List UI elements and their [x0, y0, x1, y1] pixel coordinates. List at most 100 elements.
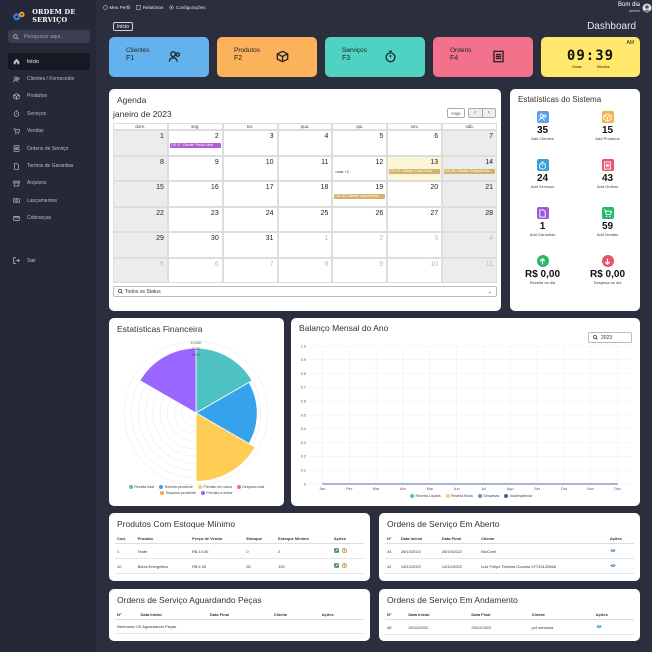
calendar-day[interactable]: 16 — [167, 181, 223, 207]
calendar-day[interactable]: 2 OS 47, Cliente: Paulo Victo — [167, 130, 223, 156]
avatar-icon[interactable] — [642, 3, 652, 13]
calendar-day[interactable]: 3 — [222, 130, 278, 156]
legend-item[interactable]: Previsto em caixa — [197, 485, 232, 489]
sidebar-item-5[interactable]: Ordens de Serviço — [8, 140, 90, 157]
calendar-day[interactable]: 10 — [387, 257, 443, 283]
calendar-day[interactable]: 26 — [332, 206, 388, 232]
legend-item[interactable]: Previsto a entrar — [200, 491, 233, 495]
calendar-day[interactable]: 9 — [332, 257, 388, 283]
today-button[interactable]: Hoje — [447, 108, 465, 118]
calendar-day[interactable]: 5 — [113, 257, 168, 283]
edit-icon[interactable] — [334, 563, 339, 569]
sidebar-search[interactable]: Pesquisar aqui... — [8, 30, 90, 43]
calendar-day[interactable]: 7 — [442, 130, 498, 156]
calendar-day[interactable]: 11 — [442, 257, 498, 283]
calendar-day[interactable]: 6 — [167, 257, 223, 283]
calendar-day[interactable]: 23 — [167, 206, 223, 232]
calendar-day[interactable]: 2 — [332, 232, 388, 258]
calendar-day[interactable]: 27 — [387, 206, 443, 232]
logout-button[interactable]: Sair — [13, 257, 36, 264]
calendar-day[interactable]: 5 — [332, 130, 388, 156]
calendar-day[interactable]: 4 — [442, 232, 498, 258]
calendar-day[interactable]: 8 — [113, 155, 168, 181]
app-logo[interactable]: ORDEM DE SERVIÇO — [12, 8, 96, 24]
eye-icon[interactable] — [610, 563, 616, 569]
calendar-event[interactable]: OS 32, Cliente: supermerca — [334, 194, 386, 199]
more-events-link[interactable]: mais +2 — [335, 169, 349, 174]
calendar-day[interactable]: 1 — [113, 130, 168, 156]
sidebar-item-6[interactable]: Termos de Garantias — [8, 157, 90, 174]
calendar-day[interactable]: 1 — [277, 232, 333, 258]
legend-item[interactable]: Despesa total — [236, 485, 264, 489]
stat-add-produtos[interactable]: 15 Add Produtos — [575, 111, 640, 141]
calendar-event[interactable]: OS 47, Cliente: Paulo Victo — [169, 143, 221, 148]
stat-add-vendas[interactable]: 59 Add Vendas — [575, 207, 640, 237]
stat-add-serviços[interactable]: 24 Add Serviços — [510, 159, 575, 189]
shortcut-card-serviços[interactable]: Serviços F3 — [325, 37, 425, 77]
calendar-day[interactable]: 19 OS 32, Cliente: supermerca — [332, 181, 388, 207]
calendar-day[interactable]: 21 — [442, 181, 498, 207]
calendar-day[interactable]: 15 — [113, 181, 168, 207]
calendar-day[interactable]: 9 — [167, 155, 223, 181]
stat-add-clientes[interactable]: 35 Add Clientes — [510, 111, 575, 141]
stat-add-ordens[interactable]: 43 Add Ordens — [575, 159, 640, 189]
eye-icon[interactable] — [596, 624, 602, 630]
calendar-day[interactable]: 14 OS 38, Cliente: Gregorio Ma — [442, 155, 498, 181]
calendar-day[interactable]: 20 — [387, 181, 443, 207]
stat-receita-do-dia[interactable]: R$ 0,00 Receita do dia — [510, 255, 575, 285]
calendar-event[interactable]: OS 38, Cliente: Gregorio Ma — [444, 168, 496, 174]
calendar-day[interactable]: 24 — [222, 206, 278, 232]
calendar-day[interactable]: 3 — [387, 232, 443, 258]
calendar-day[interactable]: 31 — [222, 232, 278, 258]
shortcut-card-ordens[interactable]: Ordens F4 — [433, 37, 533, 77]
add-stock-icon[interactable] — [341, 548, 347, 554]
calendar-day[interactable]: 7 — [222, 257, 278, 283]
calendar-day[interactable]: 6 — [387, 130, 443, 156]
calendar-day[interactable]: 17 — [222, 181, 278, 207]
shortcut-card-produtos[interactable]: Produtos F2 — [217, 37, 317, 77]
sidebar-item-8[interactable]: Lançamentos — [8, 192, 90, 209]
shortcut-card-clientes[interactable]: Clientes F1 — [109, 37, 209, 77]
prev-month-button[interactable]: ‹ — [474, 110, 477, 116]
legend-item[interactable]: Receita total — [128, 485, 154, 489]
legend-item[interactable]: Despesa pendente — [160, 491, 196, 495]
my-profile-link[interactable]: Meu Perfil — [103, 5, 130, 10]
sidebar-item-4[interactable]: Vendas — [8, 123, 90, 140]
sidebar-item-9[interactable]: Cobranças — [8, 210, 90, 227]
sidebar-item-3[interactable]: Serviços — [8, 105, 90, 122]
eye-icon[interactable] — [610, 548, 616, 554]
legend-item[interactable]: Inadimplência — [504, 494, 532, 498]
calendar-day[interactable]: 29 — [113, 232, 168, 258]
sidebar-item-2[interactable]: Produtos — [8, 88, 90, 105]
calendar-day[interactable]: 13 OS 37, Cliente: Cesa Cielo — [387, 155, 443, 181]
status-select[interactable]: Todos os Status ⌄ — [113, 286, 497, 297]
user-menu[interactable]: Bom dia admin — [618, 2, 640, 14]
breadcrumb[interactable]: Início — [113, 22, 133, 31]
calendar-event[interactable]: OS 37, Cliente: Cesa Cielo — [389, 168, 441, 174]
year-input[interactable]: 2023 — [588, 332, 632, 343]
calendar-day[interactable]: 25 — [277, 206, 333, 232]
legend-item[interactable]: Despesas — [477, 494, 499, 498]
calendar-day[interactable]: 28 — [442, 206, 498, 232]
sidebar-item-0[interactable]: Início — [8, 53, 90, 71]
calendar-day[interactable]: 4 — [277, 130, 333, 156]
reports-link[interactable]: Relatórios — [136, 5, 163, 10]
calendar-day[interactable]: 12 mais +2 — [332, 155, 388, 181]
calendar-day[interactable]: 30 — [167, 232, 223, 258]
stat-despesa-do-dia[interactable]: R$ 0,00 Despesa do dia — [575, 255, 640, 285]
legend-item[interactable]: Receita Líquida — [410, 494, 441, 498]
calendar-day[interactable]: 22 — [113, 206, 168, 232]
legend-item[interactable]: Receita pendente — [159, 485, 193, 489]
calendar-day[interactable]: 10 — [222, 155, 278, 181]
settings-link[interactable]: Configurações — [169, 5, 206, 10]
calendar-day[interactable]: 18 — [277, 181, 333, 207]
next-month-button[interactable]: › — [481, 109, 496, 117]
sidebar-item-7[interactable]: Arquivos — [8, 175, 90, 192]
add-stock-icon[interactable] — [341, 563, 347, 569]
edit-icon[interactable] — [334, 548, 339, 554]
sidebar-item-1[interactable]: Clientes / Fornecedor — [8, 70, 90, 87]
legend-item[interactable]: Receita Bruta — [445, 494, 473, 498]
calendar-day[interactable]: 11 — [277, 155, 333, 181]
calendar-day[interactable]: 8 — [277, 257, 333, 283]
stat-add-garantias[interactable]: 1 Add Garantias — [510, 207, 575, 237]
